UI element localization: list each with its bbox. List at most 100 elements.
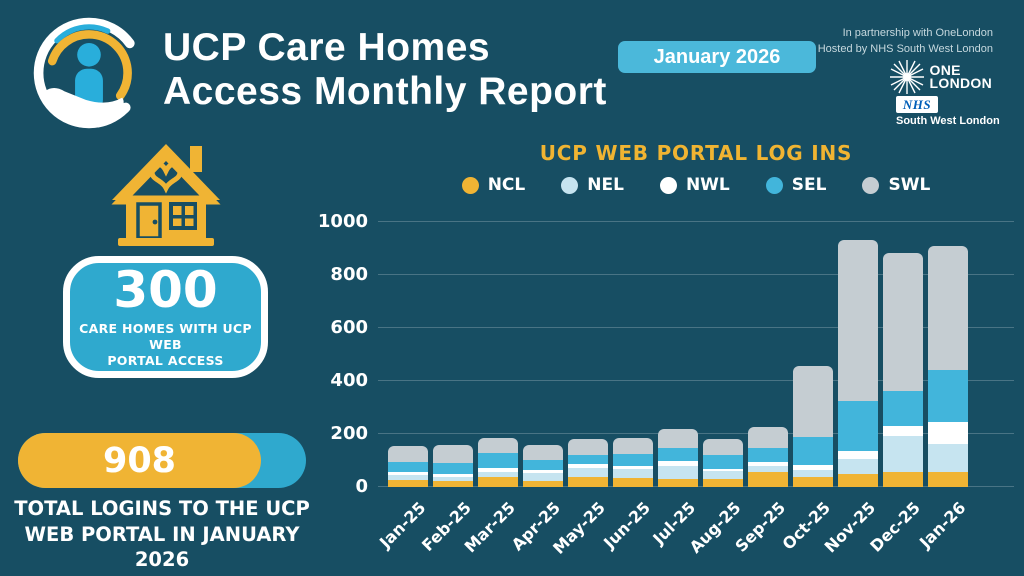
care-homes-label-line1: CARE HOMES WITH UCP WEB [79, 320, 252, 352]
partnership-text: In partnership with OneLondon Hosted by … [818, 26, 993, 58]
bar-segment-NEL [478, 471, 518, 477]
bar-segment-SWL [658, 429, 698, 449]
legend-swatch-NCL [461, 176, 479, 194]
bar-Oct-25 [793, 366, 833, 487]
care-homes-label-line2: PORTAL ACCESS [107, 353, 224, 369]
bar-segment-NWL [838, 451, 878, 460]
bar-segment-NCL [748, 472, 788, 487]
onelondon-logo: ONE LONDON [888, 58, 992, 96]
bar-segment-SWL [568, 439, 608, 455]
legend-label-SEL: SEL [791, 175, 827, 195]
bar-segment-NEL [838, 459, 878, 475]
legend-swatch-NEL [561, 176, 579, 194]
bar-Dec-25 [883, 253, 923, 487]
bar-segment-SWL [478, 438, 518, 454]
nhs-logo: NHS South West London [896, 96, 1000, 127]
bar-Nov-25 [838, 240, 878, 487]
chart-title: UCP WEB PORTAL LOG INS [539, 141, 853, 165]
bar-segment-NWL [568, 464, 608, 469]
x-axis-label: Dec-25 [866, 498, 925, 556]
bar-segment-NCL [883, 472, 923, 487]
page-title-line1: UCP Care Homes [163, 26, 491, 69]
bar-segment-SEL [658, 448, 698, 462]
bar-segment-SWL [613, 438, 653, 454]
bar-segment-NCL [613, 478, 653, 487]
bar-segment-SEL [928, 370, 968, 423]
gridline [378, 221, 1014, 222]
bar-segment-SEL [703, 455, 743, 469]
bar-Sep-25 [748, 427, 788, 487]
y-axis-label: 1000 [317, 211, 368, 232]
bar-segment-NCL [928, 472, 968, 487]
chart-plot: 0 200 400 600 800 1000 Jan-25 Feb-25 Mar-25 Apr-2… [318, 211, 1014, 558]
onelondon-wordmark: ONE LONDON [929, 61, 992, 91]
y-axis-label: 0 [355, 476, 368, 497]
onelondon-line1: ONE [929, 61, 961, 78]
care-homes-stat-card: 300 CARE HOMES WITH UCP WEB PORTAL ACCES… [63, 256, 268, 378]
bar-segment-NWL [523, 469, 563, 474]
bar-segment-NWL [748, 461, 788, 466]
bar-Jan-26 [928, 246, 968, 487]
bar-Jun-25 [613, 438, 653, 487]
bar-segment-NWL [613, 465, 653, 470]
legend-item-NCL: NCL [461, 175, 526, 195]
legend-item-NWL: NWL [659, 175, 730, 195]
bar-segment-NEL [568, 468, 608, 478]
legend-label-NCL: NCL [487, 175, 526, 195]
bar-segment-SWL [838, 240, 878, 401]
bar-segment-NWL [928, 422, 968, 444]
bar-segment-NEL [388, 475, 428, 480]
bar-segment-NWL [388, 472, 428, 476]
y-axis-label: 600 [330, 317, 368, 338]
bar-Apr-25 [523, 445, 563, 487]
nhs-logo-text: NHS [902, 96, 932, 112]
bar-segment-SWL [793, 366, 833, 438]
bar-segment-NEL [658, 465, 698, 480]
bar-segment-NEL [748, 465, 788, 473]
care-homes-label: CARE HOMES WITH UCP WEB PORTAL ACCESS [70, 321, 261, 370]
total-logins-label-line1: TOTAL LOGINS TO THE UCP [14, 497, 310, 520]
total-logins-pill: 908 [18, 433, 306, 488]
bar-segment-NEL [433, 476, 473, 481]
page-title: UCP Care Homes Access Monthly Report [163, 26, 633, 114]
bar-segment-NWL [703, 468, 743, 472]
total-logins-count: 908 [102, 440, 177, 481]
bar-segment-SWL [748, 427, 788, 448]
bar-segment-SEL [838, 400, 878, 452]
bar-Jul-25 [658, 429, 698, 487]
bar-segment-NCL [838, 474, 878, 487]
legend-label-NWL: NWL [685, 175, 730, 195]
pill-fill: 908 [18, 433, 261, 488]
bar-segment-NEL [883, 435, 923, 473]
care-logo-icon [33, 17, 145, 129]
legend-label-NEL: NEL [587, 175, 624, 195]
bar-segment-SEL [748, 447, 788, 462]
period-badge: January 2026 [618, 41, 816, 73]
onelondon-line2: LONDON [929, 75, 992, 91]
bar-segment-NCL [478, 476, 518, 487]
y-axis-label: 200 [330, 423, 368, 444]
chart-legend: NCL NEL NWL SEL SWL [380, 175, 1012, 195]
bar-segment-NWL [478, 468, 518, 472]
y-axis-label: 800 [330, 264, 368, 285]
bar-segment-SEL [388, 462, 428, 473]
bar-Mar-25 [478, 438, 518, 487]
y-axis-label: 400 [330, 370, 368, 391]
bar-segment-SEL [568, 454, 608, 465]
bar-segment-SEL [478, 453, 518, 469]
bar-segment-SEL [613, 453, 653, 466]
bar-segment-SWL [928, 246, 968, 371]
bar-segment-NCL [658, 479, 698, 487]
gridline [378, 274, 1014, 275]
bar-segment-NEL [523, 473, 563, 481]
bar-segment-SWL [703, 439, 743, 455]
partnership-line1: In partnership with OneLondon [842, 27, 993, 39]
bar-segment-SWL [388, 446, 428, 463]
legend-swatch-SWL [862, 176, 880, 194]
bar-segment-SEL [433, 463, 473, 474]
bar-segment-NCL [523, 480, 563, 487]
legend-swatch-SEL [765, 176, 783, 194]
bar-segment-SEL [523, 459, 563, 470]
bar-segment-NCL [568, 477, 608, 487]
bar-segment-SWL [883, 253, 923, 392]
